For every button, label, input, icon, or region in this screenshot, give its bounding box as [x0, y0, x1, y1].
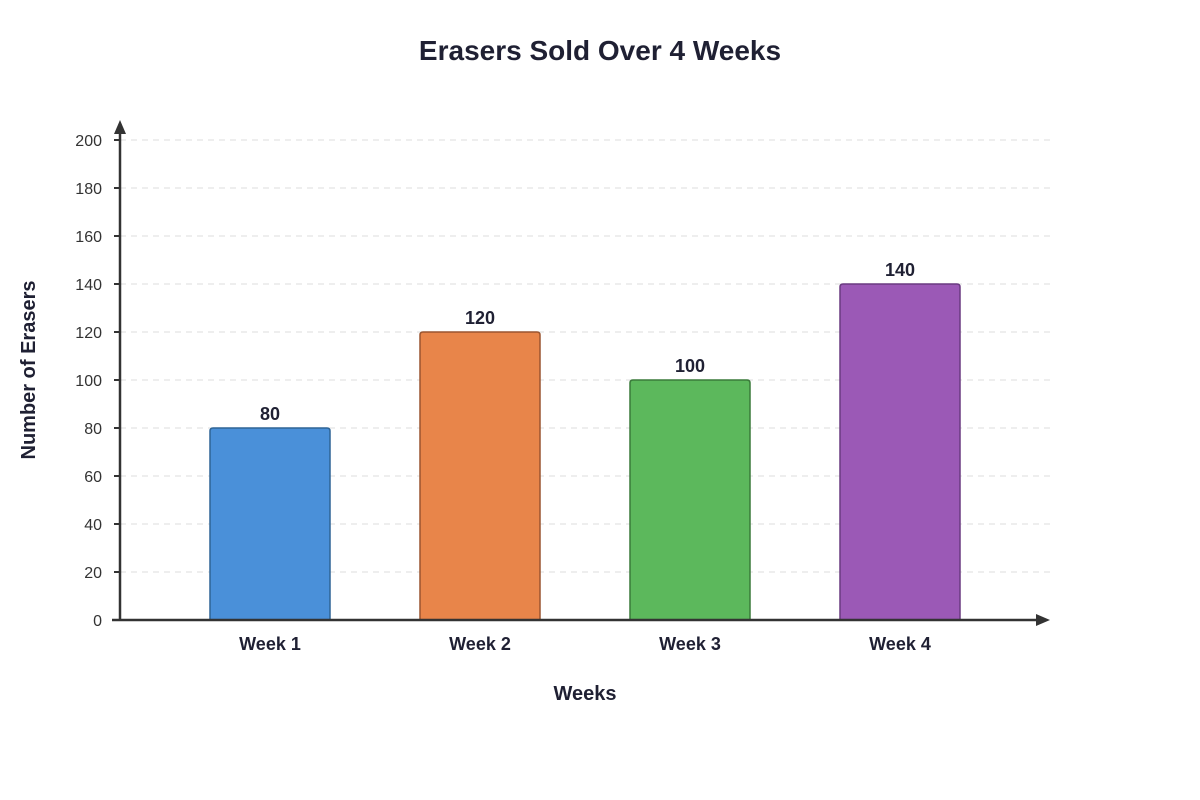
- chart-title: Erasers Sold Over 4 Weeks: [419, 35, 781, 66]
- bar-week-2: [419, 331, 541, 621]
- x-tick-label: Week 1: [239, 634, 301, 654]
- data-labels: 80 120 100 140: [260, 260, 915, 424]
- x-axis-label: Weeks: [553, 683, 616, 705]
- y-tick-label: 80: [84, 421, 102, 438]
- x-axis-arrow: [1036, 614, 1050, 626]
- data-label: 100: [675, 356, 705, 376]
- data-label: 80: [260, 404, 280, 424]
- y-axis-ticks: 0 20 40 60 80 100 120 140 160 180 200: [75, 133, 120, 630]
- x-tick-label: Week 3: [659, 634, 721, 654]
- y-tick-label: 20: [84, 565, 102, 582]
- y-tick-label: 40: [84, 517, 102, 534]
- y-axis-arrow: [114, 120, 126, 134]
- x-tick-label: Week 2: [449, 634, 511, 654]
- bar-week-1: [209, 427, 331, 621]
- bar-week-3: [629, 379, 751, 621]
- data-label: 120: [465, 308, 495, 328]
- x-axis-ticks: Week 1 Week 2 Week 3 Week 4: [239, 634, 931, 654]
- y-tick-label: 140: [75, 277, 102, 294]
- y-tick-label: 100: [75, 373, 102, 390]
- y-tick-label: 0: [93, 613, 102, 630]
- bars: [209, 283, 961, 621]
- x-tick-label: Week 4: [869, 634, 931, 654]
- y-tick-label: 60: [84, 469, 102, 486]
- y-tick-label: 180: [75, 181, 102, 198]
- y-tick-label: 160: [75, 229, 102, 246]
- data-label: 140: [885, 260, 915, 280]
- y-axis-label: Number of Erasers: [18, 281, 40, 460]
- bar-week-4: [839, 283, 961, 621]
- y-tick-label: 200: [75, 133, 102, 150]
- y-tick-label: 120: [75, 325, 102, 342]
